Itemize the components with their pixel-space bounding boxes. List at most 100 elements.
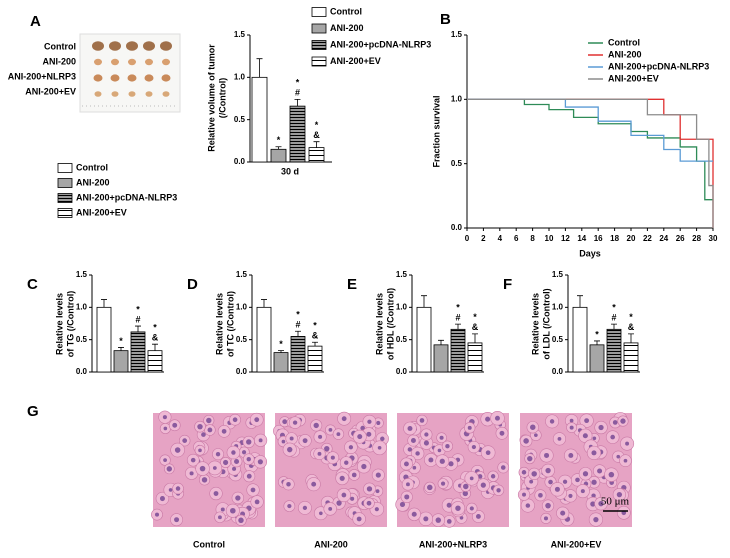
bar: [96, 306, 112, 373]
nucleus: [223, 459, 229, 466]
nucleus: [232, 417, 238, 423]
bar: [606, 328, 622, 373]
nucleus: [328, 506, 333, 511]
error-bar: [101, 299, 107, 308]
nucleus: [455, 505, 461, 511]
legend-label: Control: [608, 37, 640, 47]
nucleus: [232, 466, 237, 471]
panel-letter: G: [27, 403, 39, 420]
nucleus: [317, 451, 322, 456]
nucleus: [348, 445, 354, 450]
nucleus: [569, 425, 574, 430]
nucleus: [366, 500, 372, 506]
x-tick-label: 6: [514, 234, 519, 243]
annotation: &: [313, 130, 320, 140]
nucleus: [231, 450, 236, 455]
bar: [113, 350, 129, 373]
legend-swatch: [311, 7, 327, 17]
nucleus: [527, 455, 533, 462]
nucleus: [459, 515, 464, 520]
error-bar: [152, 343, 158, 351]
nucleus: [302, 505, 308, 511]
nucleus: [490, 474, 496, 479]
nucleus: [336, 432, 341, 437]
y-tick-label: 0.0: [76, 367, 88, 376]
legend-swatch: [311, 23, 327, 34]
error-bar: [438, 339, 444, 345]
legend-label: ANI-200: [608, 49, 642, 59]
bar: [273, 352, 289, 373]
tumor: [94, 91, 102, 97]
y-tick-label: 0.0: [396, 367, 408, 376]
nucleus: [569, 418, 574, 423]
histology-label: Control: [193, 539, 225, 549]
nucleus: [399, 501, 406, 508]
annotation: *: [473, 312, 477, 322]
nucleus: [469, 506, 474, 511]
nucleus: [568, 493, 573, 498]
panel-letter: B: [440, 11, 451, 28]
annotation: #: [611, 313, 616, 323]
legend-swatch: [57, 178, 73, 188]
y-tick-label: 1.0: [396, 302, 408, 311]
legend-label: ANI-200+EV: [76, 207, 127, 217]
annotation: &: [152, 333, 159, 343]
y-tick-label: 0.5: [234, 115, 246, 124]
nucleus: [206, 417, 212, 424]
nucleus: [591, 493, 596, 498]
y-tick-label: 1.0: [234, 72, 246, 81]
nucleus: [593, 516, 599, 523]
y-tick-label: 1.5: [234, 30, 246, 39]
nucleus: [544, 452, 550, 458]
nucleus: [220, 507, 225, 512]
y-axis-label: Fraction survival: [431, 95, 441, 167]
nucleus: [201, 432, 206, 437]
annotation: *: [277, 135, 281, 145]
nucleus: [598, 424, 604, 431]
annotation: *: [279, 339, 283, 349]
nucleus: [529, 479, 534, 484]
legend-label: ANI-200+EV: [608, 73, 659, 83]
y-tick-label: 1.0: [236, 302, 248, 311]
nucleus: [330, 455, 335, 460]
nucleus: [212, 466, 217, 470]
nucleus: [159, 496, 165, 502]
nucleus: [591, 479, 597, 485]
nucleus: [366, 486, 373, 492]
legend-swatch: [311, 56, 327, 67]
survival-line: [467, 98, 713, 162]
error-bar: [312, 341, 318, 347]
tumor: [93, 74, 103, 82]
error-bar: [295, 330, 301, 337]
nucleus: [361, 463, 367, 470]
nucleus: [404, 494, 410, 500]
x-tick-label: 30: [709, 234, 718, 243]
error-bar: [611, 323, 617, 330]
nucleus: [374, 507, 379, 512]
nucleus: [366, 431, 372, 437]
y-tick-label: 0.0: [234, 157, 246, 166]
y-tick-label: 1.0: [552, 302, 564, 311]
nucleus: [485, 450, 491, 456]
nucleus: [254, 417, 260, 423]
nucleus: [554, 486, 560, 492]
nucleus: [411, 511, 417, 517]
y-axis-label: Relative levels: [530, 293, 540, 355]
nucleus: [530, 424, 536, 430]
tumor: [144, 74, 154, 82]
annotation: #: [455, 313, 460, 323]
nucleus: [197, 423, 203, 430]
legend-label: ANI-200: [76, 177, 110, 187]
nucleus: [292, 420, 298, 425]
legend-label: ANI-200+EV: [330, 56, 381, 66]
nucleus: [623, 458, 628, 463]
nucleus: [257, 459, 263, 465]
nucleus: [471, 444, 477, 450]
nucleus: [568, 452, 574, 458]
tumor: [128, 58, 136, 66]
nucleus: [182, 438, 188, 443]
annotation: &: [312, 331, 319, 341]
nucleus: [435, 517, 442, 523]
nucleus: [356, 516, 362, 522]
nucleus: [215, 451, 221, 457]
